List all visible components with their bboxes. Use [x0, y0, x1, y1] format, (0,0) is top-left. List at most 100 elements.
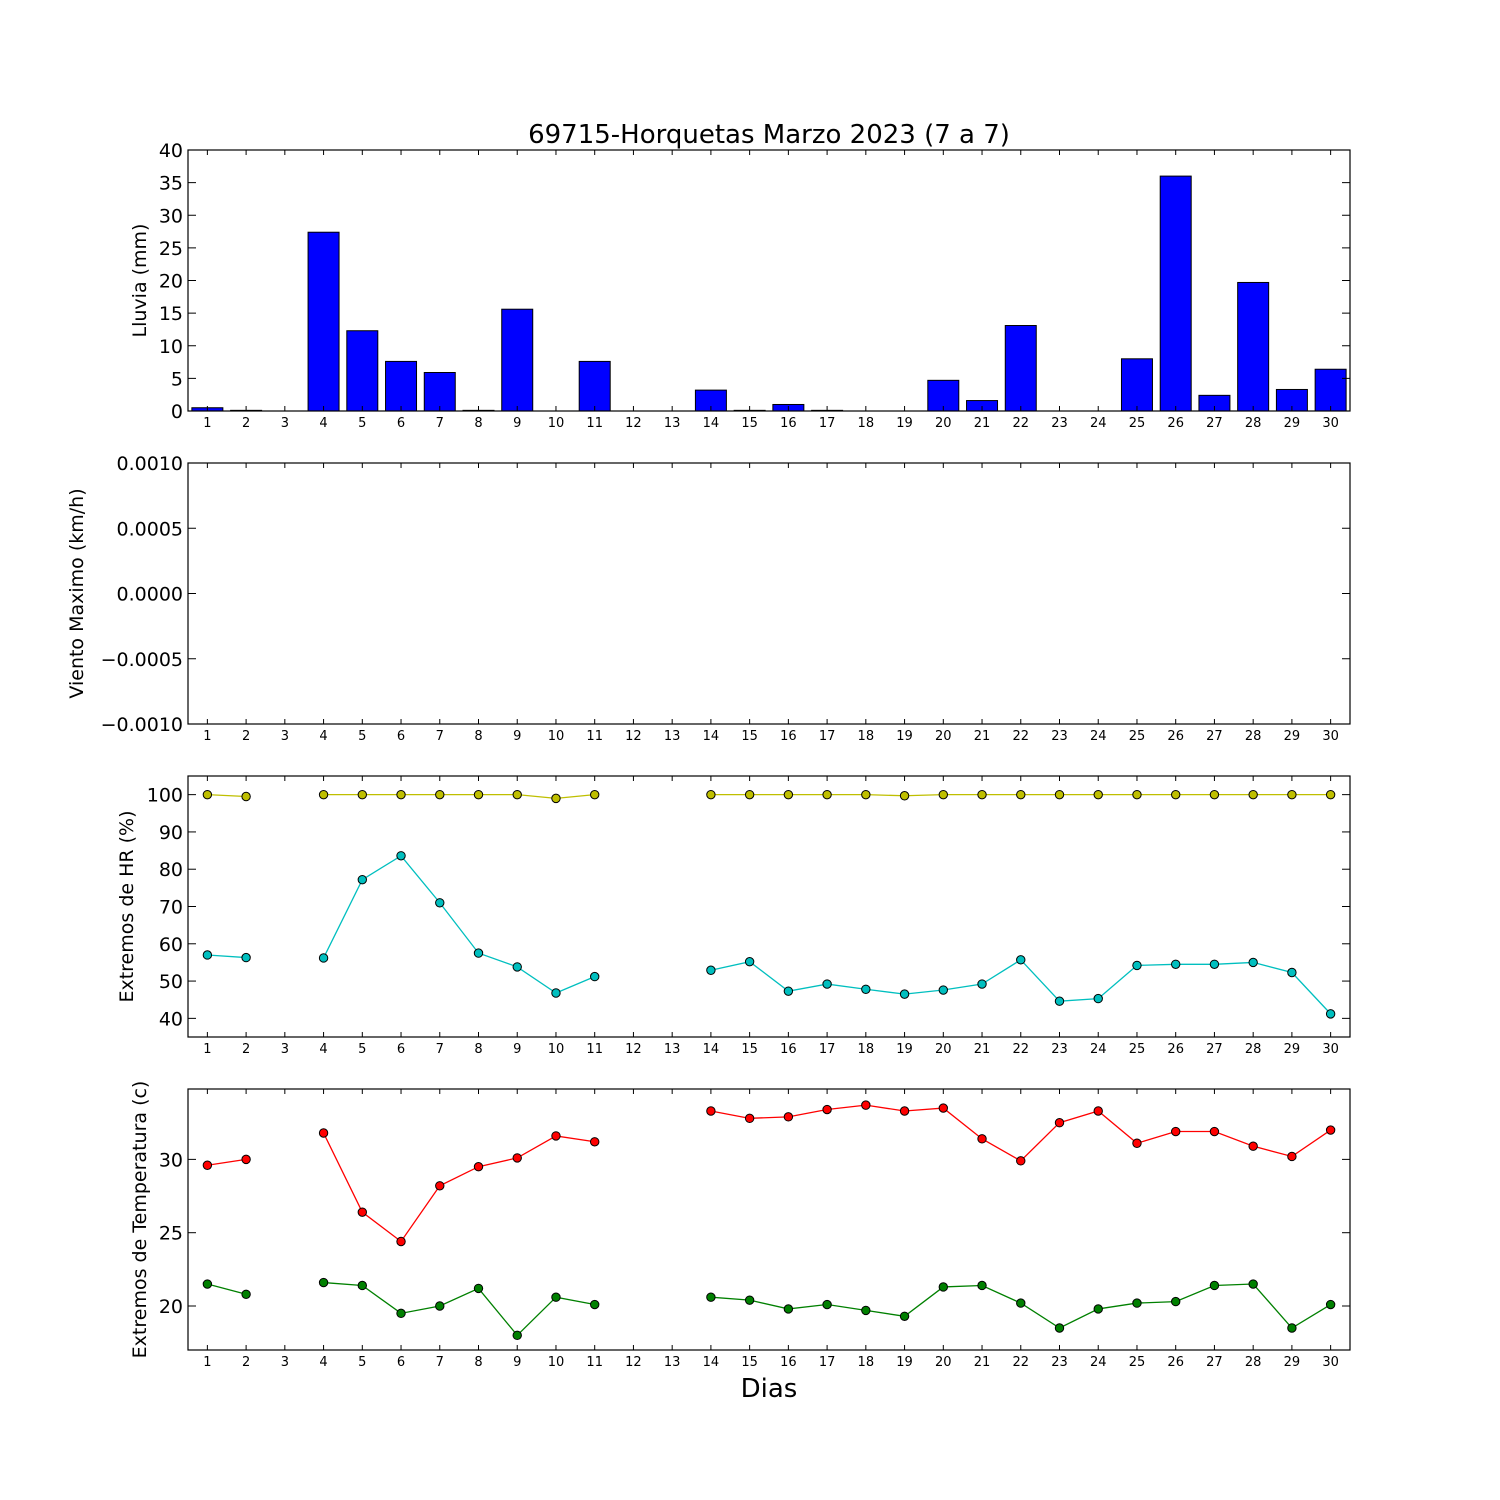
temp-min-point [977, 1280, 987, 1291]
x-tick-label: 30 [1322, 1355, 1339, 1370]
rain-bar [385, 360, 418, 412]
y-tick-label: 50 [159, 971, 183, 993]
x-tick-label: 20 [935, 1042, 952, 1057]
x-tick-label: 6 [397, 1042, 405, 1057]
temp-max-point [241, 1154, 251, 1165]
y-tick-label: 70 [159, 897, 183, 919]
x-tick-label: 18 [858, 1355, 875, 1370]
x-tick-label: 30 [1322, 1042, 1339, 1057]
hr-max-point [551, 793, 561, 804]
hr-max-point [744, 789, 755, 800]
hr-min-point [396, 851, 406, 861]
y-tick-label: 0.0005 [117, 518, 183, 540]
x-tick-label: 28 [1245, 416, 1262, 431]
rain-bar [1004, 325, 1037, 412]
hr-min-point [977, 979, 987, 989]
x-tick-label: 10 [548, 1355, 565, 1370]
hr-max-point [1325, 789, 1336, 800]
x-tick-label: 10 [548, 416, 565, 431]
x-tick-label: 26 [1167, 1042, 1184, 1057]
temp-max-point [899, 1106, 910, 1116]
temp-max-point [744, 1113, 755, 1124]
x-tick-label: 1 [203, 1042, 211, 1057]
plots-group: 1 2 3 4 5 6 7 8 9 10 11 12 13 14 15 16 17 18 19 20 21 22 23 24 2… [66, 140, 1351, 1370]
temp-max-point [977, 1134, 987, 1144]
x-tick-label: 3 [281, 1042, 289, 1057]
x-tick-label: 5 [358, 1355, 366, 1370]
hr-min-point [822, 979, 832, 989]
x-tick-label: 10 [548, 1042, 565, 1057]
rain-bar [1120, 358, 1153, 412]
x-tick-label: 21 [974, 729, 991, 744]
x-tick-label: 20 [935, 416, 952, 431]
temp-max-point [357, 1207, 367, 1217]
temp-min-point [551, 1292, 561, 1302]
hr-min-point [512, 962, 522, 972]
x-tick-label: 28 [1245, 729, 1262, 744]
chart-title: 69715-Horquetas Marzo 2023 (7 a 7) [528, 120, 1010, 150]
y-tick-label: 5 [171, 368, 183, 390]
x-axis-label: Dias [741, 1374, 798, 1404]
temp-max-point [551, 1131, 561, 1141]
hr-max-point [202, 789, 213, 800]
x-tick-label: 17 [819, 1355, 836, 1370]
x-tick-label: 20 [935, 1355, 952, 1370]
x-tick-label: 29 [1284, 1355, 1301, 1370]
x-tick-label: 8 [474, 1042, 482, 1057]
temp-min-point [1171, 1296, 1181, 1307]
x-tick-label: 2 [242, 1355, 250, 1370]
hr-min-point [318, 953, 329, 963]
hr-min-point [1248, 957, 1258, 968]
x-tick-label: 15 [741, 1355, 758, 1370]
y-tick-label: 20 [159, 1296, 183, 1318]
panel-3: 1 2 3 4 5 6 7 8 9 10 11 12 13 14 15 16 17 18 19 20 21 22 23 24 2… [116, 775, 1351, 1057]
x-tick-label: 4 [319, 416, 327, 431]
hr-max-point [1209, 789, 1220, 800]
temp-min-point [1093, 1304, 1103, 1314]
x-tick-label: 11 [586, 416, 603, 431]
x-tick-label: 19 [896, 1355, 913, 1370]
temp-min-point [744, 1295, 755, 1305]
x-tick-label: 16 [780, 1355, 797, 1370]
y-tick-label: 60 [159, 934, 183, 956]
x-tick-label: 26 [1167, 729, 1184, 744]
x-tick-label: 5 [358, 729, 366, 744]
hr-max-point [977, 789, 987, 800]
x-tick-label: 15 [741, 729, 758, 744]
x-tick-label: 4 [319, 1355, 327, 1370]
y-tick-label: 100 [147, 785, 183, 807]
x-tick-label: 17 [819, 416, 836, 431]
x-tick-label: 23 [1051, 1042, 1068, 1057]
temp-max-point [396, 1236, 406, 1247]
temp-min-point [590, 1299, 600, 1310]
x-tick-label: 20 [935, 729, 952, 744]
x-tick-label: 3 [281, 729, 289, 744]
temp-min-point [1209, 1280, 1220, 1291]
x-tick-label: 27 [1206, 416, 1223, 431]
hr-max-point [938, 789, 948, 800]
x-tick-label: 22 [1012, 729, 1029, 744]
y-tick-label: 0 [171, 401, 183, 423]
x-tick-label: 13 [664, 1042, 681, 1057]
x-tick-label: 7 [436, 1355, 444, 1370]
y-tick-label: 40 [159, 1008, 183, 1030]
hr-max-point [1132, 789, 1142, 800]
hr-max-point [1093, 789, 1103, 800]
hr-min-point [435, 898, 445, 908]
x-tick-label: 22 [1012, 1042, 1029, 1057]
hr-min-point [1171, 959, 1181, 969]
temp-max-point [512, 1153, 522, 1163]
hr-min-point [357, 874, 367, 885]
y-tick-label: 0.0000 [117, 584, 183, 606]
hr-max-point [590, 789, 600, 800]
temp-max-point [1287, 1151, 1297, 1162]
y-axis-label: Lluvia (mm) [129, 224, 151, 338]
x-tick-label: 19 [896, 416, 913, 431]
x-tick-label: 30 [1322, 416, 1339, 431]
x-tick-label: 4 [319, 729, 327, 744]
hr-min-point [551, 988, 561, 998]
rain-bar [1314, 368, 1347, 412]
y-tick-label: 80 [159, 859, 183, 881]
temp-max-point [706, 1106, 716, 1116]
temp-min-point [435, 1301, 445, 1311]
